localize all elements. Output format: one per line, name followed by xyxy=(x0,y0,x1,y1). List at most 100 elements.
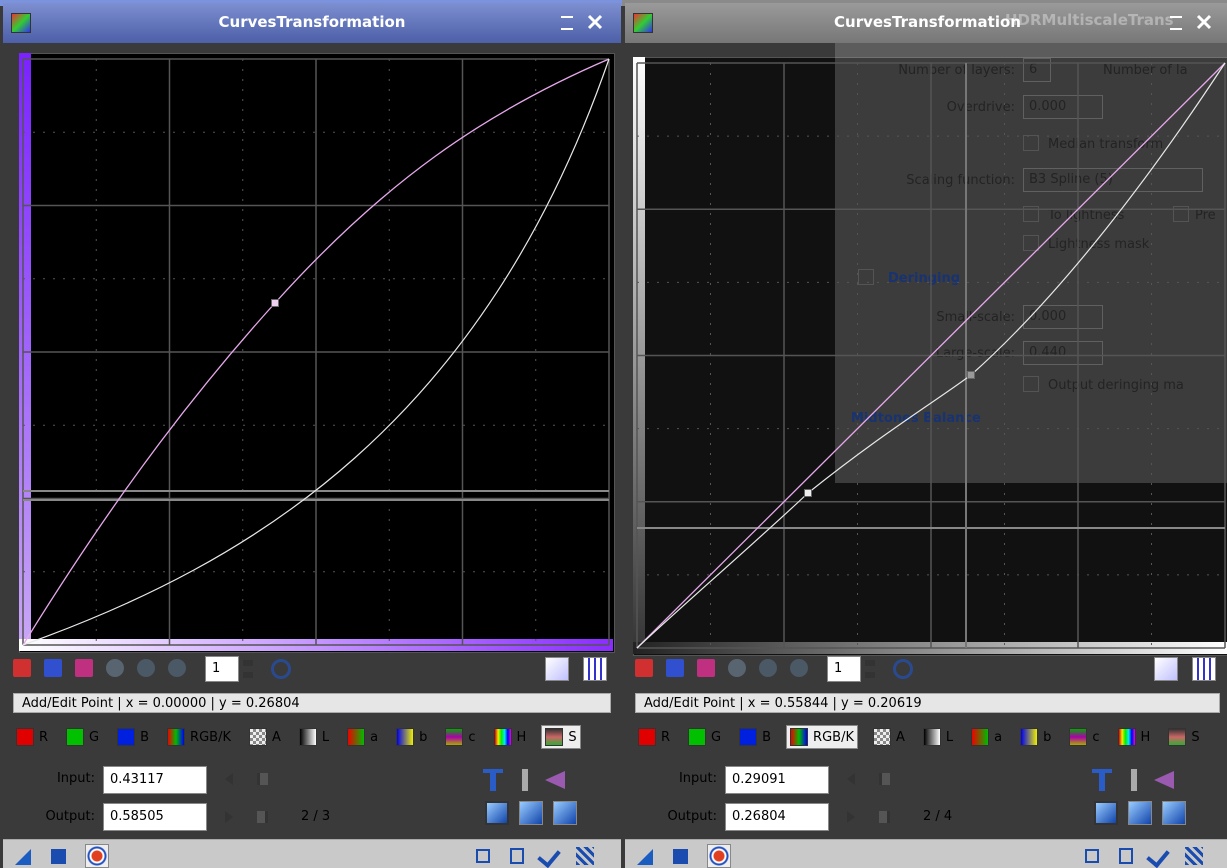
reset-all-button[interactable] xyxy=(576,847,594,865)
channel-button[interactable]: a xyxy=(968,726,1005,748)
channel-button[interactable]: c xyxy=(442,726,478,748)
ok-button[interactable] xyxy=(537,843,561,868)
channel-button[interactable]: G xyxy=(685,726,724,748)
checkbox-checked[interactable] xyxy=(1023,235,1039,251)
interp-button[interactable] xyxy=(1128,801,1152,825)
channel-button[interactable]: b xyxy=(1017,726,1054,748)
first-button[interactable] xyxy=(879,773,890,785)
tool-button[interactable] xyxy=(697,659,715,677)
output-field[interactable]: 0.26804 xyxy=(725,803,829,831)
close-button[interactable] xyxy=(587,14,603,30)
reset-button[interactable] xyxy=(579,767,601,789)
channel-button[interactable]: L xyxy=(920,726,956,748)
prev-button[interactable] xyxy=(225,773,233,785)
next-button[interactable] xyxy=(225,811,233,823)
tool-button[interactable] xyxy=(13,659,31,677)
interp-button[interactable] xyxy=(485,801,509,825)
point-counter: 2 / 3 xyxy=(301,809,331,824)
reset-all-button[interactable] xyxy=(1185,847,1203,865)
preview-button[interactable] xyxy=(85,844,109,868)
input-field[interactable]: 0.43117 xyxy=(103,766,207,794)
shade-button[interactable] xyxy=(1170,16,1182,30)
interp-button[interactable] xyxy=(1094,801,1118,825)
channel-button[interactable]: A xyxy=(246,726,284,748)
preview-button[interactable] xyxy=(707,844,731,868)
tool-button[interactable] xyxy=(137,659,155,677)
edit-button[interactable] xyxy=(1154,657,1178,681)
edit-button[interactable] xyxy=(545,657,569,681)
checkbox-checked[interactable] xyxy=(858,269,874,285)
apply-global-button[interactable] xyxy=(673,849,688,864)
channel-button[interactable]: R xyxy=(13,726,51,748)
zoom-spinbox[interactable]: 1 xyxy=(205,656,261,682)
checkbox[interactable] xyxy=(1173,206,1189,222)
channel-button[interactable]: G xyxy=(63,726,102,748)
tool-button[interactable] xyxy=(790,659,808,677)
channel-button[interactable]: H xyxy=(1115,726,1154,748)
channel-button[interactable]: H xyxy=(491,726,530,748)
channel-button[interactable]: B xyxy=(114,726,152,748)
channel-button[interactable]: RGB/K xyxy=(164,726,234,748)
browse-button[interactable] xyxy=(476,849,490,863)
zoom-button[interactable] xyxy=(271,659,291,679)
checkbox[interactable] xyxy=(1023,376,1039,392)
input-field[interactable]: 0.29091 xyxy=(725,766,829,794)
store-button[interactable] xyxy=(483,769,503,791)
background-title: HDRMultiscaleTrans xyxy=(1005,11,1174,29)
restore-button[interactable] xyxy=(1124,769,1144,791)
interp-button[interactable] xyxy=(519,801,543,825)
restore-button[interactable] xyxy=(515,769,535,791)
reverse-button[interactable] xyxy=(545,771,565,789)
first-button[interactable] xyxy=(257,773,268,785)
channel-button[interactable]: A xyxy=(870,726,908,748)
channel-button[interactable]: B xyxy=(736,726,774,748)
last-button[interactable] xyxy=(879,811,890,823)
zoom-spinbox[interactable]: 1 xyxy=(827,656,883,682)
tool-button[interactable] xyxy=(759,659,777,677)
channel-button[interactable]: b xyxy=(393,726,430,748)
channel-button[interactable]: a xyxy=(344,726,381,748)
tool-button[interactable] xyxy=(666,659,684,677)
browse-button[interactable] xyxy=(1085,849,1099,863)
channel-label: L xyxy=(321,729,330,745)
zoom-button[interactable] xyxy=(893,659,913,679)
ok-button[interactable] xyxy=(1146,843,1170,868)
channel-button[interactable]: S xyxy=(1165,726,1202,748)
channel-swatch xyxy=(248,728,267,746)
grid-button[interactable] xyxy=(583,657,607,681)
close-button[interactable] xyxy=(1196,14,1212,30)
channel-swatch xyxy=(1069,728,1088,746)
curve-graph[interactable] xyxy=(625,3,1227,655)
output-field[interactable]: 0.58505 xyxy=(103,803,207,831)
tool-button[interactable] xyxy=(44,659,62,677)
prev-button[interactable] xyxy=(847,773,855,785)
reset-button[interactable] xyxy=(1188,767,1210,789)
doc-button[interactable] xyxy=(510,848,524,864)
apply-global-button[interactable] xyxy=(51,849,66,864)
channel-swatch xyxy=(1020,728,1039,746)
next-button[interactable] xyxy=(847,811,855,823)
reverse-button[interactable] xyxy=(1154,771,1174,789)
shade-button[interactable] xyxy=(561,16,573,30)
tool-button[interactable] xyxy=(728,659,746,677)
doc-button[interactable] xyxy=(1119,848,1133,864)
grid-button[interactable] xyxy=(1192,657,1216,681)
dialog-label: Large-scale: xyxy=(935,346,1015,361)
new-instance-button[interactable] xyxy=(15,849,31,865)
channel-button[interactable]: L xyxy=(296,726,332,748)
tool-button[interactable] xyxy=(635,659,653,677)
tool-button[interactable] xyxy=(168,659,186,677)
tool-button[interactable] xyxy=(75,659,93,677)
curve-graph[interactable] xyxy=(3,3,621,655)
store-button[interactable] xyxy=(1092,769,1112,791)
interp-button[interactable] xyxy=(553,801,577,825)
channel-button[interactable]: S xyxy=(541,725,581,749)
tool-button[interactable] xyxy=(106,659,124,677)
interp-button[interactable] xyxy=(1162,801,1186,825)
checkbox[interactable] xyxy=(1023,135,1039,151)
last-button[interactable] xyxy=(257,811,268,823)
channel-button[interactable]: c xyxy=(1066,726,1102,748)
new-instance-button[interactable] xyxy=(637,849,653,865)
channel-button[interactable]: R xyxy=(635,726,673,748)
channel-button[interactable]: RGB/K xyxy=(786,725,858,749)
